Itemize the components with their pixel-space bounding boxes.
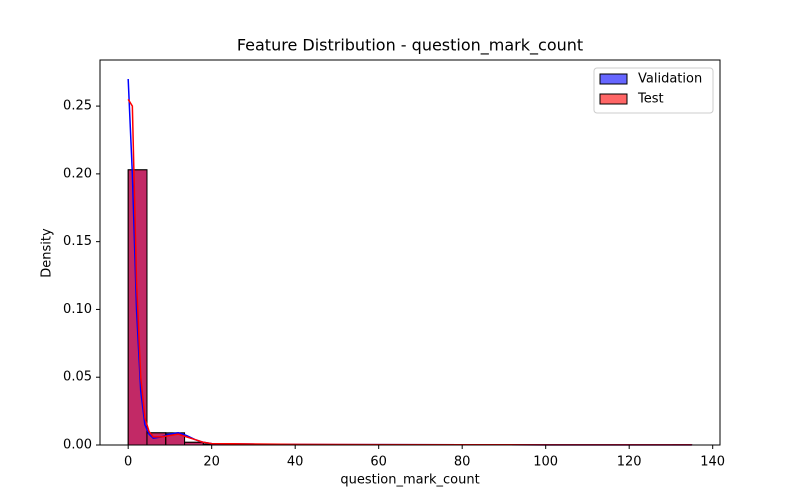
y-tick-label: 0.20	[63, 166, 92, 181]
legend-label: Validation	[638, 72, 702, 87]
y-tick-label: 0.25	[63, 99, 92, 114]
axes-frame	[99, 59, 721, 446]
kde-line	[127, 78, 692, 446]
x-tick-label: 80	[454, 455, 471, 470]
x-axis-label: question_mark_count	[340, 473, 479, 488]
plot-area	[127, 78, 693, 446]
x-tick-label: 140	[700, 455, 725, 470]
legend-label: Test	[637, 92, 664, 107]
y-axis-label: Density	[40, 228, 55, 278]
chart-title: Feature Distribution - question_mark_cou…	[237, 36, 583, 56]
x-tick-label: 120	[617, 455, 642, 470]
x-tick-label: 0	[124, 455, 132, 470]
y-tick-label: 0.15	[63, 234, 92, 249]
kde-line	[127, 98, 692, 446]
x-tick-label: 20	[203, 455, 220, 470]
x-tick-label: 40	[287, 455, 304, 470]
legend-swatch	[599, 73, 628, 85]
x-tick-label: 60	[370, 455, 387, 470]
y-tick-label: 0.00	[63, 438, 92, 453]
x-tick-label: 100	[533, 455, 558, 470]
legend: Validation Test	[593, 67, 714, 114]
y-tick-label: 0.10	[63, 302, 92, 317]
legend-swatch	[599, 93, 628, 105]
y-tick-label: 0.05	[63, 370, 92, 385]
